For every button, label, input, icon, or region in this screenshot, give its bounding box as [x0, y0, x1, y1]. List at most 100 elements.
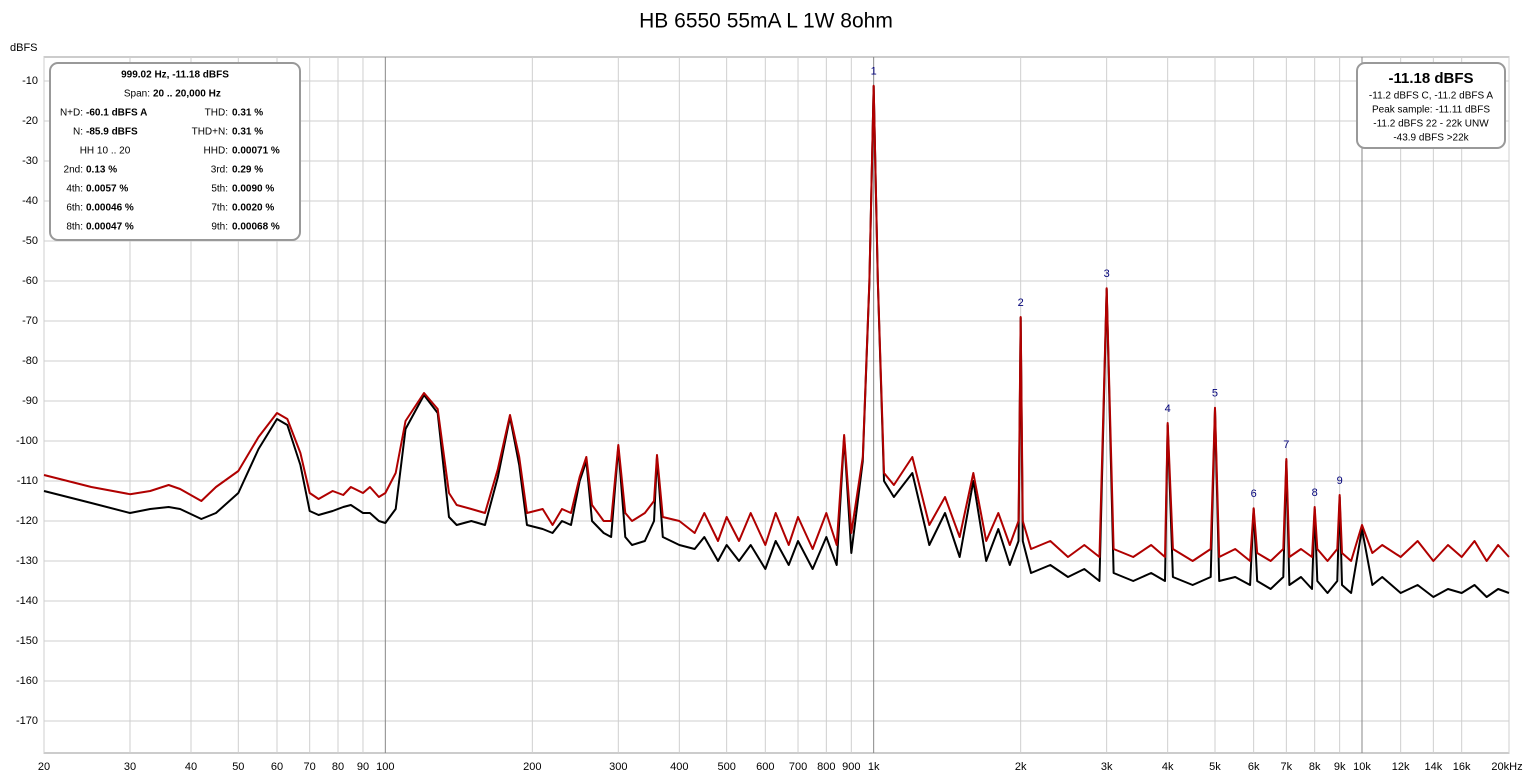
level-line: Peak sample: -11.11 dBFS — [1372, 105, 1490, 116]
x-tick-label: 900 — [842, 761, 860, 773]
item-value: 0.0057 % — [86, 184, 128, 195]
x-tick-label: 5k — [1209, 761, 1221, 773]
x-tick-label: 3k — [1101, 761, 1113, 773]
measurement-box — [49, 62, 301, 241]
y-tick-label: -10 — [22, 75, 38, 87]
x-tick-label: 500 — [717, 761, 735, 773]
item-value: 0.13 % — [86, 165, 117, 176]
x-tick-label: 7k — [1281, 761, 1293, 773]
x-tick-label: 20kHz — [1491, 761, 1522, 773]
y-tick-label: -170 — [16, 715, 38, 727]
item-label: 2nd: — [64, 165, 83, 176]
item-value: -60.1 dBFS A — [86, 108, 147, 119]
item-value: 0.31 % — [232, 127, 263, 138]
harmonic-label: 8 — [1312, 487, 1318, 499]
y-tick-label: -120 — [16, 515, 38, 527]
x-tick-label: 700 — [789, 761, 807, 773]
y-axis-label: dBFS — [10, 42, 38, 54]
x-tick-label: 20 — [38, 761, 50, 773]
x-tick-label: 90 — [357, 761, 369, 773]
x-tick-label: 50 — [232, 761, 244, 773]
x-tick-label: 70 — [304, 761, 316, 773]
y-tick-label: -20 — [22, 115, 38, 127]
y-tick-label: -60 — [22, 275, 38, 287]
harmonic-label: 9 — [1337, 475, 1343, 487]
x-tick-label: 4k — [1162, 761, 1174, 773]
x-tick-label: 16k — [1453, 761, 1471, 773]
harmonic-label: 5 — [1212, 388, 1218, 400]
level-line: -11.2 dBFS C, -11.2 dBFS A — [1369, 91, 1493, 102]
harmonic-label: 2 — [1018, 297, 1024, 309]
x-tick-label: 30 — [124, 761, 136, 773]
x-tick-label: 8k — [1309, 761, 1321, 773]
item-label: THD: — [205, 108, 228, 119]
span-label: Span: — [124, 89, 150, 100]
level-heading: -11.18 dBFS — [1388, 70, 1473, 87]
grid — [43, 57, 1510, 753]
y-tick-label: -70 — [22, 315, 38, 327]
x-tick-label: 400 — [670, 761, 688, 773]
y-tick-label: -50 — [22, 235, 38, 247]
x-tick-label: 12k — [1392, 761, 1410, 773]
x-tick-label: 60 — [271, 761, 283, 773]
y-tick-label: -140 — [16, 595, 38, 607]
x-tick-label: 9k — [1334, 761, 1346, 773]
level-box — [1356, 62, 1506, 149]
x-tick-label: 300 — [609, 761, 627, 773]
item-label: HH 10 .. 20 — [80, 146, 131, 157]
y-tick-label: -160 — [16, 675, 38, 687]
item-label: 7th: — [211, 203, 228, 214]
item-value: 0.00068 % — [232, 222, 280, 233]
item-label: HHD: — [204, 146, 228, 157]
y-tick-label: -90 — [22, 395, 38, 407]
item-label: 9th: — [211, 222, 228, 233]
item-label: 8th: — [66, 222, 83, 233]
item-label: 5th: — [211, 184, 228, 195]
item-label: N+D: — [60, 108, 83, 119]
y-tick-label: -130 — [16, 555, 38, 567]
y-tick-label: -80 — [22, 355, 38, 367]
item-label: N: — [73, 127, 83, 138]
y-tick-label: -100 — [16, 435, 38, 447]
span-value: 20 .. 20,000 Hz — [153, 89, 221, 100]
y-tick-label: -110 — [17, 475, 38, 487]
harmonic-label: 1 — [871, 66, 877, 78]
x-tick-label: 200 — [523, 761, 541, 773]
x-tick-label: 10k — [1353, 761, 1371, 773]
level-line: -43.9 dBFS >22k — [1393, 133, 1469, 144]
x-tick-label: 1k — [868, 761, 880, 773]
y-tick-label: -40 — [22, 195, 38, 207]
x-tick-label: 600 — [756, 761, 774, 773]
item-label: 3rd: — [211, 165, 228, 176]
y-tick-label: -150 — [16, 635, 38, 647]
series-line — [43, 84, 1510, 562]
x-tick-label: 2k — [1015, 761, 1027, 773]
x-tick-label: 800 — [817, 761, 835, 773]
item-value: 0.31 % — [232, 108, 263, 119]
lines — [43, 84, 1510, 598]
labels: -10 -20 -30 -40 -50 -60 -70 -80 -90 -100 -110 -120 -… — [16, 66, 1523, 773]
harmonic-label: 4 — [1165, 403, 1171, 415]
x-tick-label: 40 — [185, 761, 197, 773]
item-label: THD+N: — [192, 127, 228, 138]
item-value: 0.0020 % — [232, 203, 274, 214]
x-tick-label: 80 — [332, 761, 344, 773]
item-label: 6th: — [66, 203, 83, 214]
item-value: -85.9 dBFS — [86, 127, 138, 138]
chart-title: HB 6550 55mA L 1W 8ohm — [639, 10, 893, 33]
item-value: 0.00071 % — [232, 146, 280, 157]
item-value: 0.00046 % — [86, 203, 134, 214]
x-tick-label: 100 — [376, 761, 394, 773]
item-label: 4th: — [66, 184, 83, 195]
y-tick-label: -30 — [22, 155, 38, 167]
box-texts: 999.02 Hz, -11.18 dBFS Span: 20 .. 20,000 … — [60, 70, 1493, 233]
item-value: 0.00047 % — [86, 222, 134, 233]
item-value: 0.0090 % — [232, 184, 274, 195]
x-tick-label: 14k — [1424, 761, 1442, 773]
box-heading: 999.02 Hz, -11.18 dBFS — [121, 70, 229, 81]
harmonic-label: 3 — [1104, 268, 1110, 280]
x-tick-label: 6k — [1248, 761, 1260, 773]
level-line: -11.2 dBFS 22 - 22k UNW — [1373, 119, 1489, 130]
